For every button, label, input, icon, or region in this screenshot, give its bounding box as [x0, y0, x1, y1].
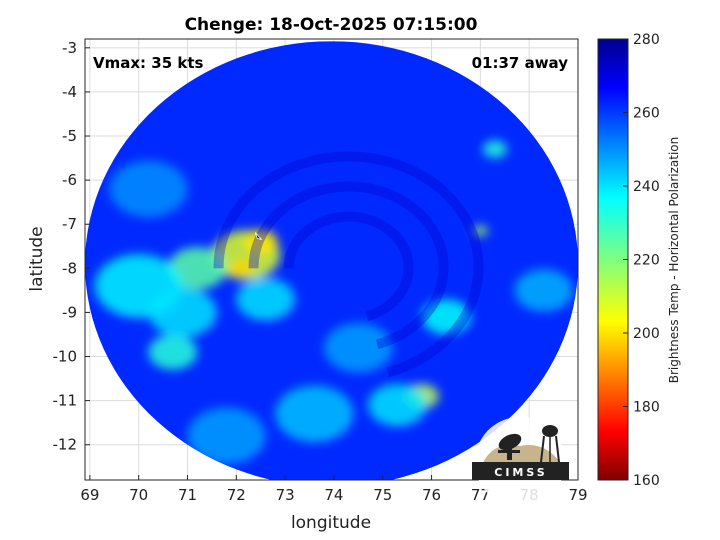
x-tick-label: 73	[276, 486, 295, 504]
spiral-band	[283, 211, 414, 322]
chart-title: Chenge: 18-Oct-2025 07:15:00	[185, 15, 478, 35]
y-tick-label: -6	[62, 171, 77, 189]
colorbar-tick-label: 220	[633, 253, 660, 269]
y-axis-ticks: -3 -4 -5 -6 -7 -8 -9 -10 -11 -12	[53, 39, 90, 454]
x-tick-label: 79	[568, 486, 587, 504]
cimss-logo: CIMSS	[472, 417, 569, 507]
x-tick-label: 70	[129, 486, 148, 504]
y-tick-label: -9	[62, 303, 77, 321]
x-axis-label: longitude	[291, 513, 371, 533]
colorbar-tick-label: 240	[633, 179, 660, 195]
y-axis-label: latitude	[27, 226, 47, 291]
colorbar-tick-label: 200	[633, 326, 660, 342]
x-tick-label: 77	[471, 486, 490, 504]
feature-blob	[324, 323, 393, 373]
y-tick-label: -12	[53, 436, 78, 454]
spiral-bands	[213, 151, 484, 378]
y-tick-label: -5	[62, 127, 77, 145]
spiral-band	[213, 151, 484, 378]
storm-center-icon	[254, 232, 263, 241]
x-tick-label: 72	[227, 486, 246, 504]
colorbar-ticks: 280 260 240 220 200 180 160	[623, 32, 660, 489]
feature-blob	[236, 278, 295, 321]
feature-blob	[109, 160, 188, 218]
time-away-annotation: 01:37 away	[472, 54, 569, 72]
colorbar-tick-label: 280	[633, 32, 660, 48]
water-tower-icon	[540, 425, 560, 463]
storm-center-marker	[254, 232, 263, 241]
axes-box	[84, 38, 579, 481]
spiral-band	[248, 181, 449, 350]
colorbar-tick-label: 160	[633, 473, 660, 489]
y-tick-label: -4	[62, 83, 77, 101]
vmax-annotation: Vmax: 35 kts	[93, 54, 203, 72]
y-tick-label: -11	[53, 392, 78, 410]
feature-blob	[148, 287, 217, 338]
feature-blob	[167, 247, 227, 290]
satellite-dish-icon	[498, 433, 522, 460]
feature-blob	[275, 385, 354, 443]
feature-blob	[148, 334, 198, 370]
y-tick-label: -3	[62, 39, 77, 57]
feature-blob	[228, 259, 254, 278]
convection-features	[94, 140, 574, 465]
logo-banner	[472, 462, 569, 480]
x-tick-label: 76	[422, 486, 441, 504]
feature-blob	[187, 407, 266, 465]
y-tick-label: -8	[62, 259, 77, 277]
feature-blob	[368, 383, 427, 427]
feature-blob	[514, 269, 574, 312]
y-tick-label: -7	[62, 215, 77, 233]
colorbar-tick-label: 260	[633, 106, 660, 122]
x-tick-label: 74	[324, 486, 343, 504]
colorbar-label: Brightness Temp - Horizontal Polarizatio…	[667, 137, 681, 384]
x-tick-label: 75	[373, 486, 392, 504]
x-tick-label: 69	[80, 486, 99, 504]
feature-blob	[482, 140, 508, 159]
y-tick-label: -10	[53, 348, 78, 366]
swath-group	[85, 41, 578, 480]
feature-blob	[243, 229, 278, 255]
colorbar-tick-label: 180	[633, 400, 660, 416]
logo-text: CIMSS	[494, 466, 547, 479]
feature-blob	[473, 225, 488, 237]
feature-blob	[421, 299, 471, 335]
x-tick-label: 71	[178, 486, 197, 504]
